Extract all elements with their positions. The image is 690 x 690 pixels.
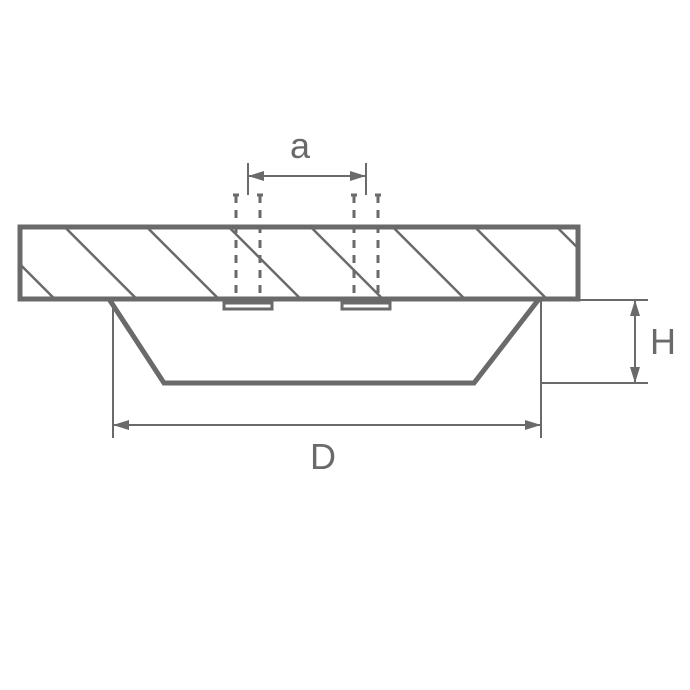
dimension-D-label: D (310, 436, 336, 477)
clip-tab-left (224, 303, 272, 309)
technical-diagram: a D H (0, 0, 690, 690)
ceiling-section (20, 227, 578, 299)
clip-tab-right (342, 303, 390, 309)
dimension-H-label: H (650, 321, 676, 362)
dimension-a-label: a (290, 125, 311, 166)
fixture-body (109, 299, 539, 383)
